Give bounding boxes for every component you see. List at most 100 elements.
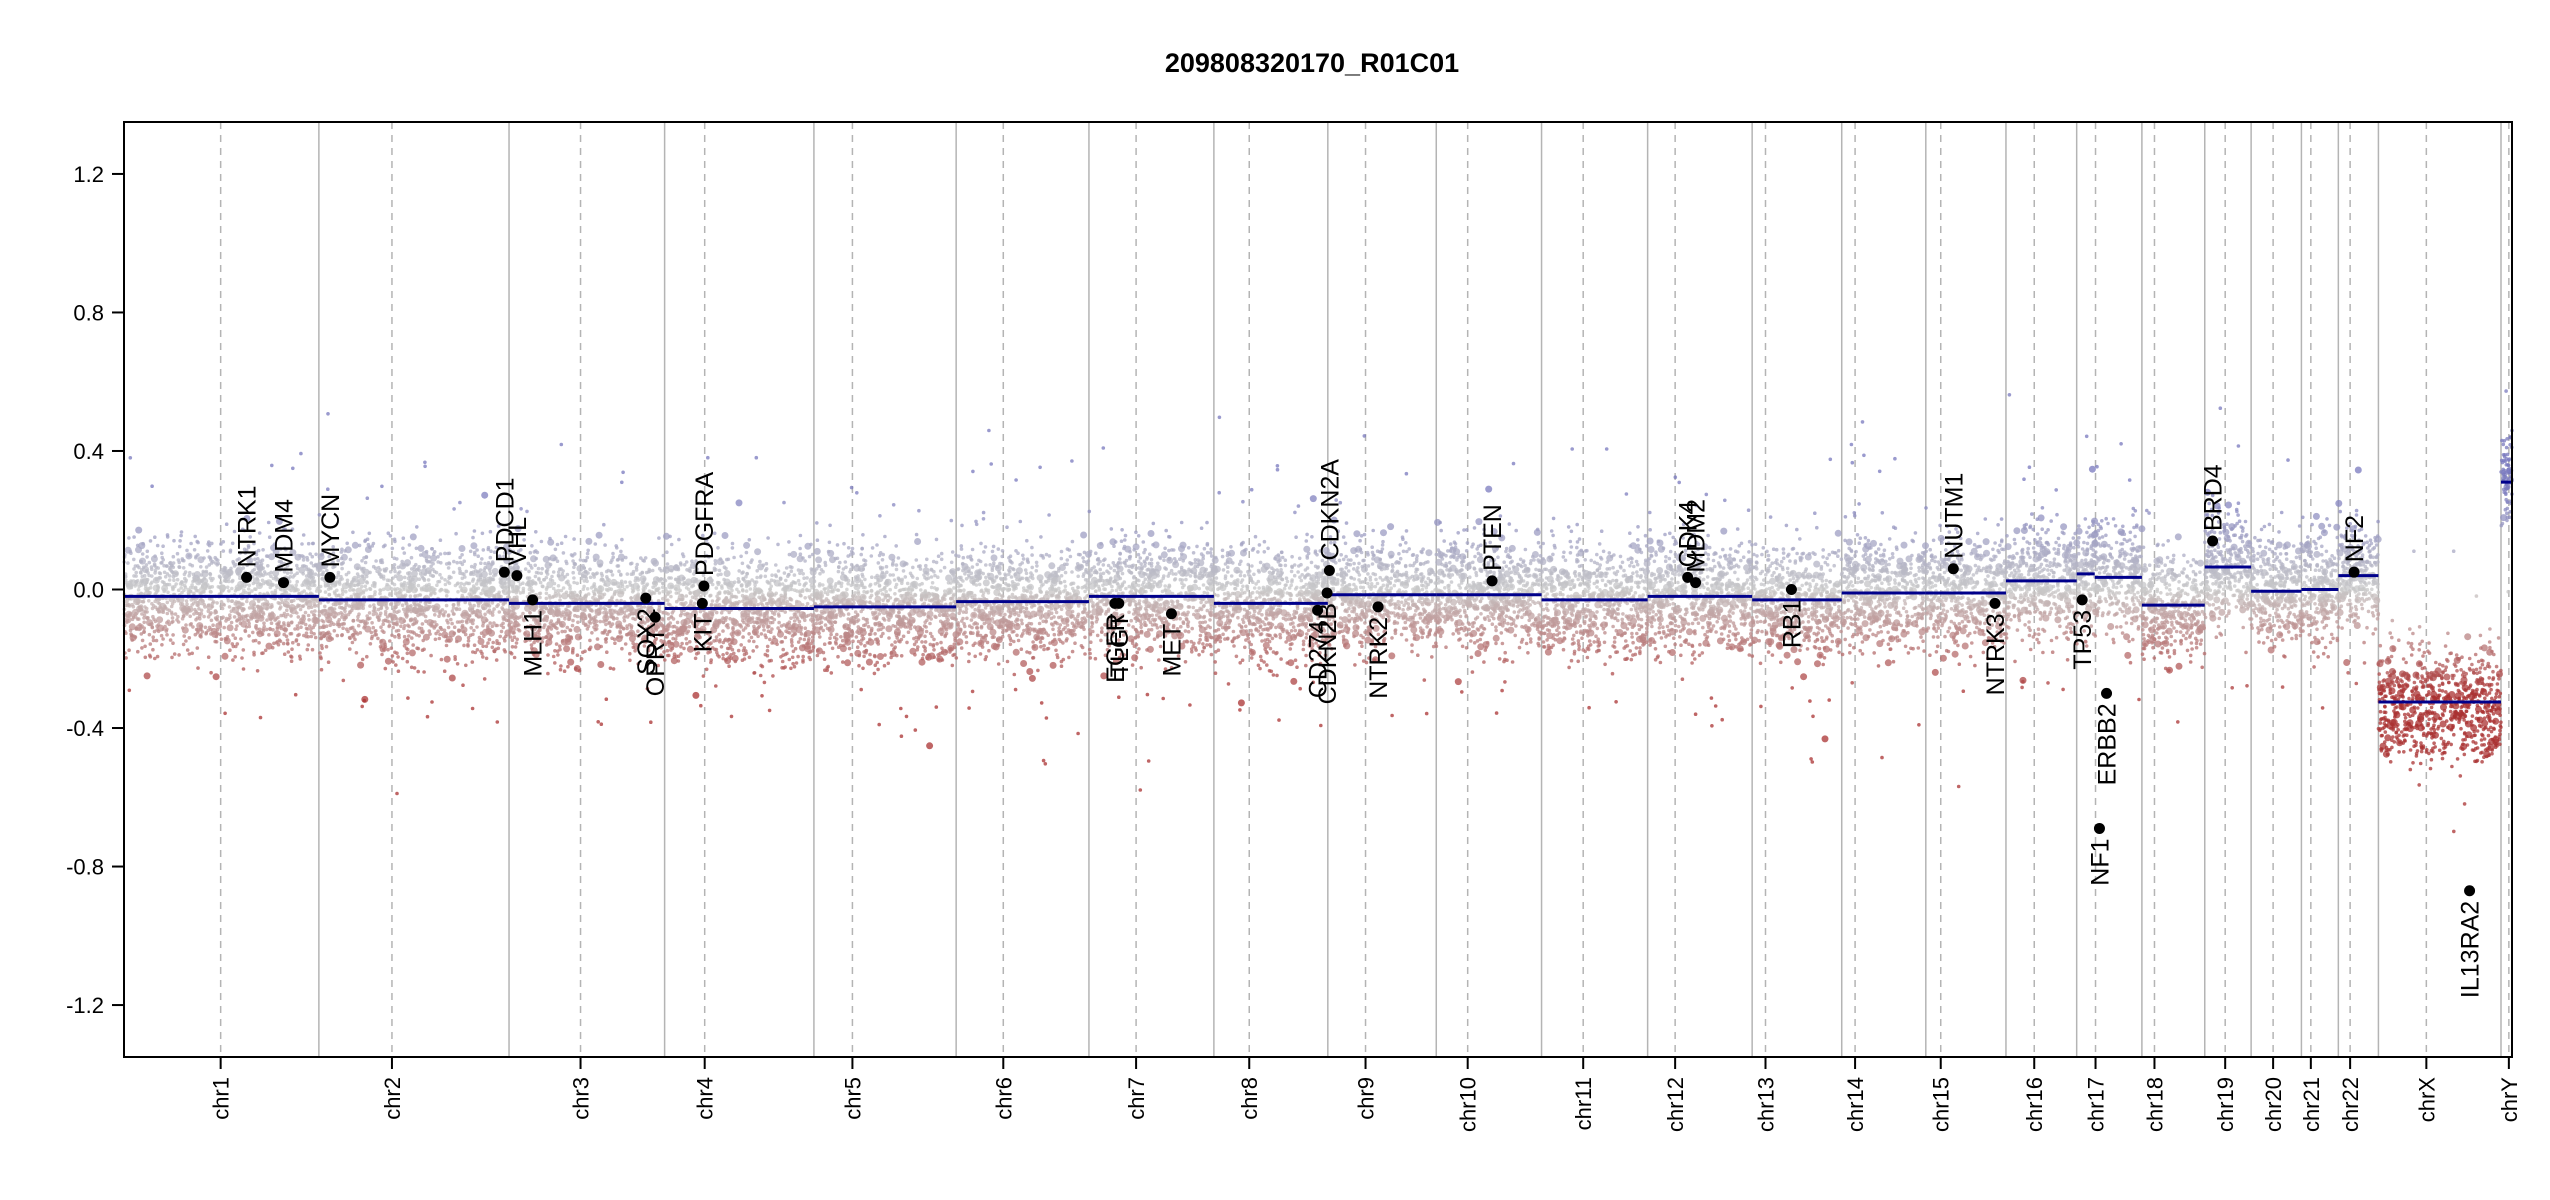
- probe-point: [167, 578, 172, 582]
- probe-point: [181, 626, 185, 630]
- probe-point: [664, 598, 668, 602]
- probe-point: [257, 598, 261, 602]
- probe-point: [168, 565, 173, 570]
- probe-point: [387, 578, 392, 583]
- probe-point: [340, 577, 344, 581]
- probe-point: [372, 606, 377, 610]
- probe-point: [306, 541, 311, 546]
- probe-point: [796, 609, 801, 614]
- probe-point: [558, 644, 562, 648]
- probe-point: [461, 630, 466, 634]
- probe-point: [390, 546, 395, 551]
- probe-point: [441, 631, 449, 639]
- probe-point: [323, 584, 328, 588]
- probe-point: [594, 609, 602, 616]
- probe-point: [919, 588, 923, 592]
- probe-point: [737, 569, 741, 573]
- probe-point: [360, 657, 365, 662]
- probe-point: [456, 603, 461, 607]
- probe-point: [222, 603, 226, 607]
- probe-point: [279, 613, 283, 618]
- probe-point: [899, 734, 904, 738]
- probe-point: [199, 611, 204, 616]
- probe-point: [325, 616, 333, 624]
- probe-point: [312, 602, 317, 607]
- probe-point: [229, 599, 234, 603]
- probe-point: [814, 621, 819, 626]
- probe-point: [327, 554, 332, 559]
- probe-point: [170, 570, 174, 574]
- probe-point: [308, 580, 313, 585]
- probe-point: [925, 557, 929, 562]
- probe-point: [419, 553, 423, 557]
- probe-point: [732, 580, 737, 584]
- probe-point: [136, 601, 140, 606]
- probe-point: [759, 589, 764, 594]
- probe-point: [178, 539, 182, 543]
- probe-point: [495, 720, 500, 724]
- probe-point: [791, 580, 795, 584]
- probe-point: [507, 590, 512, 594]
- probe-point: [278, 601, 282, 606]
- probe-point: [502, 554, 506, 559]
- probe-point: [623, 642, 628, 646]
- probe-point: [460, 593, 465, 598]
- probe-point: [164, 629, 169, 633]
- probe-point: [675, 620, 680, 625]
- probe-point: [744, 596, 749, 601]
- probe-point: [649, 720, 653, 724]
- probe-point: [671, 617, 676, 621]
- probe-point: [190, 583, 194, 587]
- probe-point: [546, 581, 554, 589]
- probe-point: [449, 617, 453, 622]
- probe-point: [345, 581, 350, 585]
- probe-point: [769, 615, 774, 620]
- probe-point: [764, 561, 769, 566]
- probe-point: [278, 567, 282, 572]
- probe-point: [305, 567, 309, 572]
- probe-point: [718, 638, 722, 642]
- probe-point: [282, 527, 286, 531]
- probe-point: [136, 649, 140, 654]
- probe-point: [317, 613, 322, 618]
- probe-point: [399, 589, 403, 593]
- probe-point: [467, 614, 472, 618]
- probe-point: [256, 571, 261, 575]
- probe-point: [887, 636, 891, 640]
- probe-point: [645, 582, 650, 586]
- probe-point: [468, 549, 473, 554]
- probe-point: [461, 683, 465, 687]
- probe-point: [419, 629, 424, 634]
- probe-point: [258, 569, 262, 573]
- probe-point: [160, 551, 164, 555]
- probe-point: [536, 566, 541, 571]
- probe-point: [674, 591, 679, 595]
- probe-point: [539, 539, 544, 544]
- probe-point: [860, 583, 865, 587]
- probe-point: [615, 635, 623, 643]
- probe-point: [185, 602, 189, 606]
- probe-point: [143, 605, 147, 609]
- probe-point: [823, 623, 828, 627]
- probe-point: [203, 586, 208, 591]
- probe-point: [798, 571, 802, 576]
- probe-point: [261, 602, 265, 607]
- probe-point: [140, 552, 145, 556]
- probe-point: [742, 646, 747, 650]
- probe-point: [585, 587, 590, 591]
- probe-point: [398, 616, 403, 621]
- probe-point: [360, 603, 364, 607]
- probe-point: [142, 616, 146, 620]
- probe-point: [219, 600, 224, 604]
- probe-point: [401, 607, 406, 612]
- probe-point: [266, 564, 270, 568]
- probe-point: [859, 552, 863, 557]
- probe-point: [145, 549, 150, 554]
- probe-point: [443, 551, 447, 556]
- probe-point: [618, 585, 622, 589]
- probe-point: [305, 558, 310, 562]
- probe-point: [415, 525, 419, 529]
- probe-point: [384, 604, 388, 608]
- probe-point: [310, 610, 314, 614]
